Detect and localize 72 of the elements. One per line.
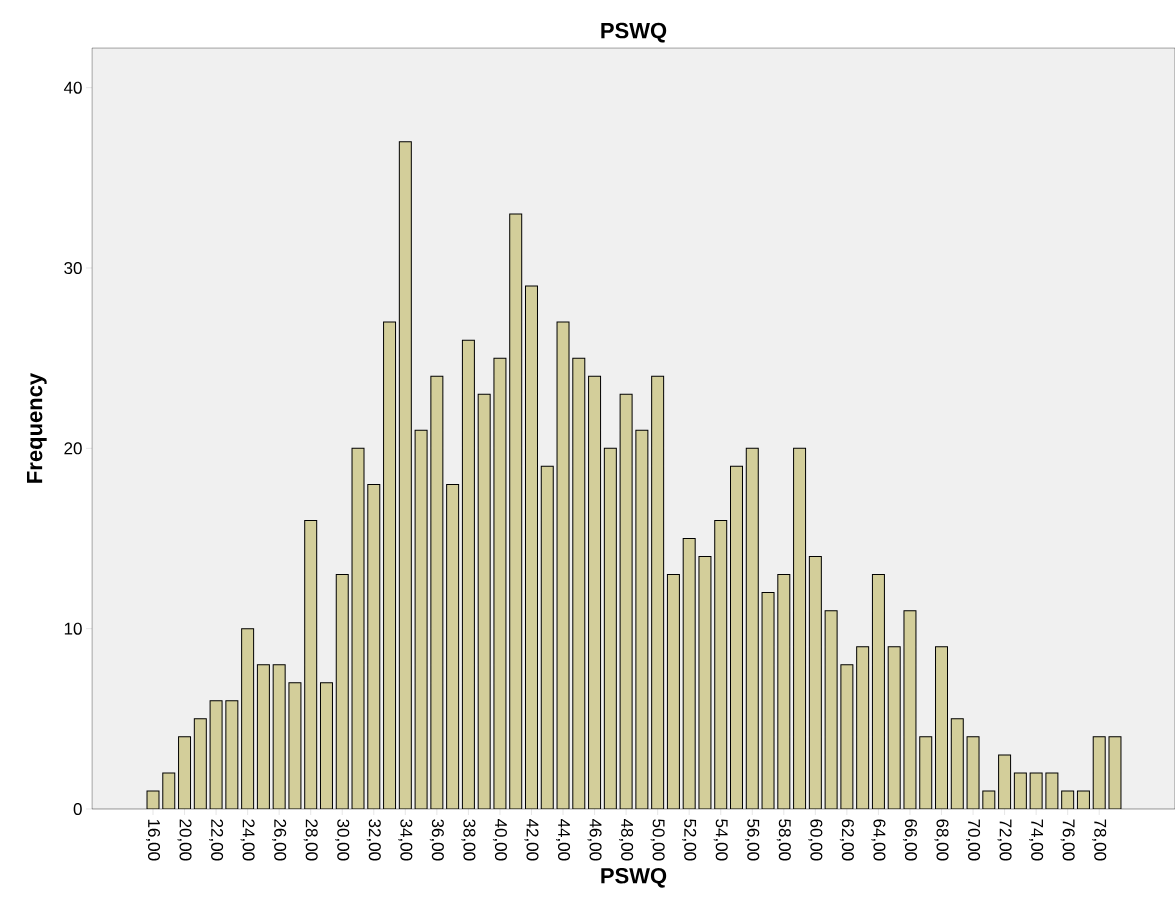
bar <box>509 213 523 809</box>
bar <box>446 483 460 809</box>
x-tick-label: 48,00 <box>619 818 634 861</box>
bar <box>383 321 397 809</box>
bar <box>398 141 412 809</box>
bar <box>808 556 822 809</box>
bar <box>935 646 948 809</box>
y-axis-title: Frequency <box>26 372 47 483</box>
bar <box>682 538 696 809</box>
bar <box>714 519 728 809</box>
bar <box>666 574 680 809</box>
bar <box>887 646 901 809</box>
bar <box>461 339 475 809</box>
x-tick-label: 26,00 <box>272 819 287 861</box>
x-tick-label: 58,00 <box>776 819 791 861</box>
x-tick-label: 56,00 <box>745 819 760 861</box>
y-tick-label: 10 <box>64 622 82 635</box>
x-tick-label: 70,00 <box>966 819 981 861</box>
x-tick-label: 52,00 <box>682 819 697 861</box>
bar <box>871 574 885 809</box>
x-tick-label: 36,00 <box>429 819 444 861</box>
x-tick-label: 40,00 <box>492 818 507 861</box>
bar <box>603 447 617 809</box>
x-tick-label: 68,00 <box>934 819 949 861</box>
x-tick-label: 76,00 <box>1060 819 1075 861</box>
x-tick-label: 44,00 <box>556 818 571 861</box>
bar <box>950 718 964 809</box>
bar <box>335 574 349 809</box>
chart-title: PSWQ <box>601 22 667 43</box>
bar <box>241 628 255 809</box>
x-tick-label: 34,00 <box>398 819 413 861</box>
bar <box>730 465 743 809</box>
x-tick-label: 62,00 <box>839 819 854 861</box>
x-tick-label: 50,00 <box>650 819 665 861</box>
x-tick-label: 72,00 <box>997 819 1012 861</box>
bar <box>588 375 602 809</box>
bar <box>256 664 270 809</box>
bar <box>524 285 538 809</box>
x-tick-label: 60,00 <box>808 819 823 861</box>
x-tick-label: 46,00 <box>587 818 602 861</box>
x-tick-label: 32,00 <box>366 819 381 861</box>
x-tick-label: 42,00 <box>524 818 539 861</box>
x-tick-label: 66,00 <box>902 819 917 861</box>
bar <box>319 682 333 809</box>
x-tick-label: 16,00 <box>145 819 161 861</box>
bar <box>194 718 207 809</box>
x-tick-label: 24,00 <box>240 819 255 861</box>
x-tick-label: 64,00 <box>871 819 886 861</box>
bar <box>777 574 791 809</box>
bar <box>272 664 286 809</box>
bar <box>856 646 870 809</box>
y-tick-label: 20 <box>64 442 82 455</box>
bar <box>367 483 381 809</box>
bar <box>793 447 807 809</box>
x-tick-label: 78,00 <box>1092 819 1107 861</box>
x-tick-label: 74,00 <box>1029 819 1044 861</box>
x-tick-label: 54,00 <box>713 819 728 861</box>
bar <box>745 447 759 809</box>
bar <box>651 375 665 809</box>
y-tick-label: 40 <box>63 81 82 94</box>
bar <box>477 393 491 809</box>
y-tick-label: 30 <box>64 261 82 275</box>
x-axis-title: PSWQ <box>601 867 667 888</box>
x-tick-label: 22,00 <box>209 819 224 861</box>
x-tick-label: 20,00 <box>177 819 192 861</box>
y-tick-label: 0 <box>73 802 82 816</box>
bar <box>540 465 554 809</box>
x-tick-label: 38,00 <box>461 819 476 861</box>
bar <box>304 519 318 809</box>
bar <box>572 357 586 809</box>
x-tick-label: 30,00 <box>335 819 350 861</box>
x-tick-label: 28,00 <box>303 819 318 861</box>
